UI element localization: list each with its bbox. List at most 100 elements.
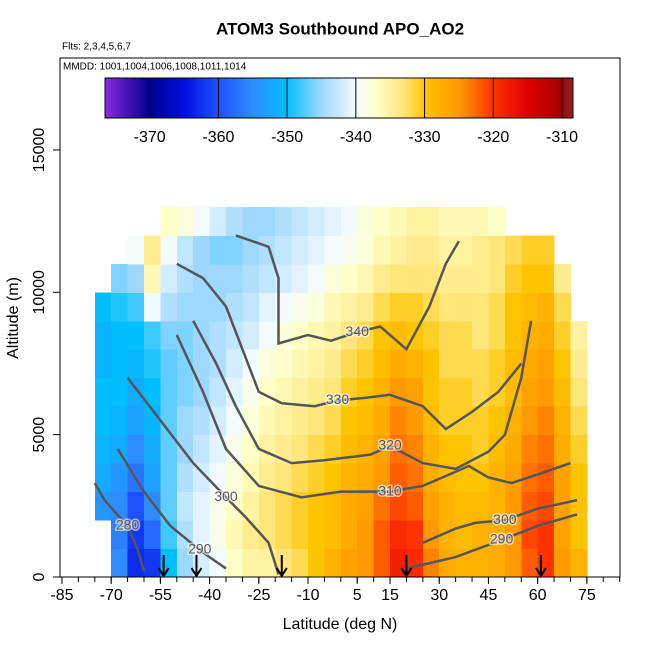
heat-cell [570, 349, 588, 379]
heat-cell [570, 406, 588, 436]
heat-cell [373, 548, 391, 578]
heat-cell [373, 377, 391, 407]
y-tick-label: 0 [31, 572, 48, 581]
heat-cell [554, 434, 571, 464]
heat-cell [176, 320, 194, 350]
heat-cell [554, 406, 571, 436]
heat-cell [94, 491, 112, 521]
heat-cell [242, 377, 260, 407]
heat-cell [357, 292, 375, 322]
contour-line [192, 320, 533, 471]
heat-cell [472, 263, 489, 293]
heat-cell [504, 548, 522, 578]
contour-line [116, 448, 227, 570]
heat-cell [111, 406, 129, 436]
heat-cell [340, 548, 358, 578]
flight-arrow [535, 555, 547, 578]
contour-label: 290 [188, 541, 212, 557]
heat-cell [176, 235, 194, 265]
heat-cell [472, 434, 489, 464]
heat-cell [422, 491, 440, 521]
heat-cell [324, 206, 342, 236]
heat-cell [143, 349, 161, 379]
heat-cell [143, 463, 161, 493]
heat-cell [143, 548, 161, 578]
heat-cell [406, 406, 424, 436]
heat-cell [324, 434, 342, 464]
heat-cell [472, 377, 489, 407]
heat-cell [160, 434, 178, 464]
heat-cell [160, 320, 178, 350]
heat-cell [225, 463, 243, 493]
heat-cell [291, 206, 309, 236]
colorbar-tick-label: -330 [409, 129, 441, 146]
heat-cell [111, 434, 129, 464]
heat-cell [439, 520, 457, 550]
heat-cell [308, 349, 325, 379]
heat-cell [340, 235, 358, 265]
heat-cell [291, 377, 309, 407]
y-tick-label: 5000 [31, 417, 48, 453]
heat-cell [94, 320, 112, 350]
heat-cell [324, 292, 342, 322]
heat-cell [308, 548, 325, 578]
heat-cell [406, 463, 424, 493]
heat-cell [406, 206, 424, 236]
heat-cell [209, 377, 227, 407]
heat-cell [225, 263, 243, 293]
heat-cell [193, 235, 211, 265]
heat-cell [143, 406, 161, 436]
heat-cell [373, 320, 391, 350]
heat-cell [504, 434, 522, 464]
heat-cell [537, 320, 555, 350]
heat-cell [193, 491, 211, 521]
heat-cell [390, 206, 407, 236]
heat-cell [225, 292, 243, 322]
heat-cell [275, 406, 293, 436]
heat-cell [324, 520, 342, 550]
heat-cell [225, 349, 243, 379]
heat-cell [258, 463, 276, 493]
x-tick-label: -70 [100, 587, 123, 604]
heat-cell [127, 263, 145, 293]
heat-cell [94, 434, 112, 464]
heat-cell [143, 292, 161, 322]
heat-cell [225, 377, 243, 407]
heat-cell [406, 491, 424, 521]
heat-cell [537, 377, 555, 407]
colorbar-tick-label: -350 [271, 129, 303, 146]
heat-cell [340, 434, 358, 464]
heat-cell [176, 463, 194, 493]
heat-cell [439, 434, 457, 464]
colorbar-tick-label: -370 [134, 129, 166, 146]
heat-cell [324, 463, 342, 493]
heat-cell [422, 463, 440, 493]
heat-cell [143, 377, 161, 407]
heat-cell [422, 292, 440, 322]
flight-arrow [190, 555, 203, 578]
heat-cell [390, 263, 407, 293]
heat-cell [570, 434, 588, 464]
heat-cell [242, 206, 260, 236]
heat-cell [291, 434, 309, 464]
heat-cell [291, 520, 309, 550]
heat-cell [455, 320, 473, 350]
contour-label: 320 [378, 437, 402, 453]
heat-cell [193, 206, 211, 236]
heat-cell [521, 263, 539, 293]
heat-cell [488, 292, 506, 322]
heat-cell [406, 349, 424, 379]
x-tick-label: -55 [149, 587, 172, 604]
heat-cell [160, 292, 178, 322]
heat-cell [390, 320, 407, 350]
heat-cell [275, 206, 293, 236]
heat-cell [291, 349, 309, 379]
heat-cell [111, 263, 129, 293]
x-tick-label: -85 [50, 587, 73, 604]
heat-cell [554, 463, 571, 493]
heat-cell [242, 491, 260, 521]
heat-cell [373, 520, 391, 550]
heat-cell [422, 406, 440, 436]
heat-cell [357, 406, 375, 436]
heat-cell [308, 292, 325, 322]
